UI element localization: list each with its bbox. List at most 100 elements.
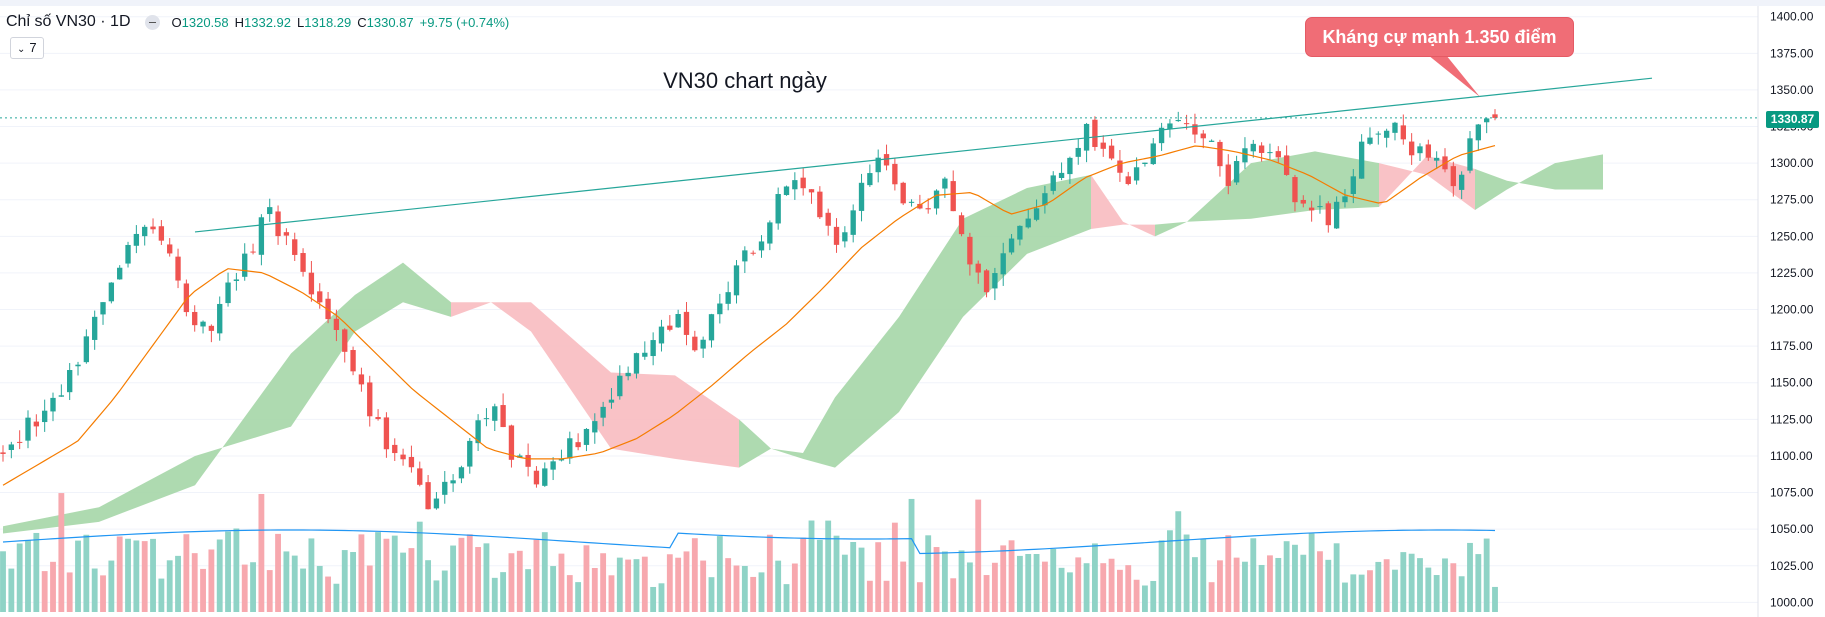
- volume-bar: [983, 575, 990, 612]
- candle-body: [1042, 193, 1048, 206]
- candle-body: [683, 311, 690, 335]
- candle-body: [1108, 145, 1115, 159]
- y-tick-label: 1200.00: [1770, 303, 1814, 317]
- candle-body: [658, 326, 665, 344]
- volume-bar: [458, 537, 465, 612]
- candle-body: [725, 292, 731, 304]
- ichimoku-cloud-segment: [355, 262, 403, 332]
- volume-bar: [625, 559, 632, 612]
- volume-bar: [50, 561, 56, 612]
- candle-body: [917, 203, 923, 209]
- volume-bar: [566, 575, 573, 612]
- candle-body: [17, 441, 23, 443]
- candle-body: [533, 470, 540, 485]
- volume-bar: [783, 584, 790, 612]
- volume-bar: [1300, 554, 1307, 612]
- ichimoku-cloud-segment: [1251, 151, 1315, 219]
- ichimoku-cloud-segment: [739, 419, 771, 468]
- volume-bar: [691, 538, 698, 612]
- candle-body: [1150, 143, 1156, 165]
- volume-bar: [441, 570, 448, 612]
- volume-bar: [883, 580, 890, 612]
- candle-body: [25, 417, 31, 441]
- volume-bar: [483, 543, 490, 612]
- volume-bar: [450, 545, 457, 612]
- candle-body: [317, 291, 323, 303]
- volume-bar: [1008, 540, 1015, 612]
- candle-body: [1025, 218, 1031, 228]
- volume-bar: [416, 521, 423, 612]
- volume-bar: [641, 556, 648, 612]
- candle-body: [358, 374, 365, 385]
- volume-bar: [91, 568, 98, 612]
- candle-body: [1417, 146, 1423, 154]
- volume-bar: [633, 559, 640, 612]
- ichimoku-cloud-segment: [803, 397, 835, 468]
- candle-body: [1458, 174, 1465, 190]
- volume-bar: [575, 582, 582, 612]
- high-value: H1332.92: [234, 14, 292, 30]
- volume-bar: [866, 580, 873, 612]
- candle-body: [642, 352, 648, 357]
- candle-body: [925, 208, 931, 210]
- ichimoku-cloud-segment: [1091, 174, 1123, 230]
- candle-body: [950, 181, 956, 212]
- volume-bar: [325, 576, 331, 612]
- volume-bar: [933, 547, 940, 612]
- volume-bar: [1475, 554, 1482, 612]
- candle-body: [1142, 162, 1148, 165]
- volume-bar: [400, 552, 407, 612]
- candle-body: [1217, 141, 1223, 167]
- resistance-callout[interactable]: Kháng cự mạnh 1.350 điểm: [1305, 17, 1574, 57]
- candle-body: [1200, 133, 1206, 139]
- volume-bar: [1292, 544, 1298, 612]
- candle-body: [1183, 123, 1190, 125]
- candle-body: [892, 163, 898, 185]
- volume-bar: [650, 586, 657, 612]
- candle-body: [625, 372, 631, 377]
- volume-bar: [175, 555, 181, 612]
- ichimoku-cloud-segment: [491, 302, 531, 332]
- volume-bar: [1375, 561, 1382, 612]
- candle-body: [1467, 138, 1473, 171]
- volume-bar: [1467, 542, 1473, 612]
- y-tick-label: 1300.00: [1770, 156, 1814, 170]
- volume-bar: [758, 572, 765, 612]
- symbol-title[interactable]: Chỉ số VN30 · 1D: [6, 13, 131, 30]
- collapse-legend-icon[interactable]: [144, 14, 160, 30]
- candle-body: [458, 467, 465, 479]
- volume-bar: [1041, 561, 1048, 612]
- symbol-legend: Chỉ số VN30 · 1D O1320.58 H1332.92 L1318…: [6, 12, 509, 32]
- ichimoku-cloud-segment: [1555, 154, 1603, 190]
- chart-annotation-title: VN30 chart ngày: [663, 68, 827, 93]
- candle-body: [525, 454, 531, 467]
- volume-bar: [58, 493, 65, 612]
- candle-body: [775, 194, 781, 224]
- candle-body: [592, 421, 598, 433]
- candle-body: [1333, 201, 1340, 229]
- indicators-toggle-button[interactable]: ⌄ 7: [10, 37, 44, 59]
- volume-bar: [533, 539, 540, 612]
- volume-bar: [1050, 548, 1057, 612]
- ichimoku-cloud-segment: [1475, 168, 1507, 210]
- volume-bar: [766, 534, 773, 612]
- volume-bar: [841, 554, 848, 612]
- candle-body: [1008, 238, 1015, 253]
- candle-body: [300, 253, 306, 272]
- ichimoku-cloud-segment: [403, 262, 451, 317]
- volume-bar: [408, 548, 415, 612]
- candle-body: [1208, 140, 1215, 142]
- candle-body: [283, 232, 290, 236]
- change-value: +9.75 (+0.74%): [419, 14, 510, 30]
- volume-bar: [1483, 538, 1490, 612]
- volume-bar: [850, 541, 857, 612]
- volume-bar: [300, 568, 306, 612]
- volume-bar: [1025, 553, 1032, 612]
- volume-bar: [1158, 540, 1165, 612]
- y-tick-label: 1225.00: [1770, 266, 1814, 280]
- volume-bar: [1417, 558, 1423, 612]
- candle-body: [617, 375, 623, 397]
- last-price-label: 1330.87: [1766, 111, 1819, 128]
